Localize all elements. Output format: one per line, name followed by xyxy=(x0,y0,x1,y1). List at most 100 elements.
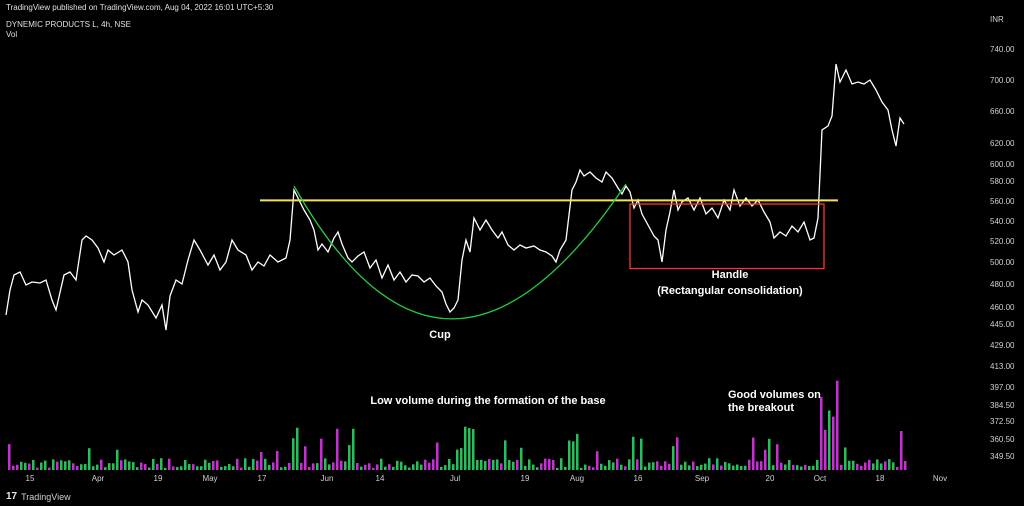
volume-bar xyxy=(152,458,155,470)
volume-bar xyxy=(552,460,555,470)
volume-bar xyxy=(184,460,187,470)
volume-bar xyxy=(284,466,287,470)
volume-bar xyxy=(304,446,307,470)
volume-bar xyxy=(116,449,119,470)
volume-bar xyxy=(792,464,795,470)
price-tick-label: 500.00 xyxy=(990,258,1015,267)
volume-bar xyxy=(676,437,679,470)
volume-bar xyxy=(824,429,827,470)
volume-bar xyxy=(104,467,107,470)
volume-bar xyxy=(496,459,499,470)
volume-bar xyxy=(812,465,815,470)
volume-bar xyxy=(852,460,855,470)
volume-bar xyxy=(444,465,447,470)
volume-bar xyxy=(716,458,719,470)
volume-bar xyxy=(360,466,363,470)
volume-bar xyxy=(788,459,791,470)
time-tick-label: 19 xyxy=(521,474,530,483)
low-volume-annotation: Low volume during the formation of the b… xyxy=(370,395,605,407)
volume-bar xyxy=(324,458,327,470)
volume-bar xyxy=(480,459,483,470)
volume-bar xyxy=(700,464,703,470)
handle-sublabel: (Rectangular consolidation) xyxy=(657,285,803,297)
volume-bar xyxy=(856,463,859,470)
volume-bar xyxy=(220,466,223,470)
volume-bar xyxy=(732,465,735,470)
volume-bar xyxy=(216,460,219,470)
volume-bar xyxy=(848,460,851,470)
volume-bar xyxy=(904,461,907,470)
volume-bar xyxy=(352,428,355,470)
volume-bar xyxy=(188,464,191,470)
volume-bar xyxy=(380,458,383,470)
volume-bar xyxy=(528,459,531,470)
volume-bar xyxy=(832,416,835,470)
volume-bar xyxy=(476,459,479,470)
price-tick-label: 460.00 xyxy=(990,303,1015,312)
volume-bar xyxy=(520,447,523,470)
volume-bar xyxy=(376,464,379,470)
volume-bar xyxy=(132,462,135,470)
volume-bar xyxy=(424,459,427,470)
volume-bar xyxy=(864,462,867,470)
volume-bar xyxy=(416,461,419,470)
volume-bar xyxy=(344,461,347,470)
volume-bar xyxy=(652,462,655,470)
volume-bar xyxy=(228,463,231,470)
price-tick-label: 740.00 xyxy=(990,45,1015,54)
volume-bar xyxy=(860,465,863,470)
volume-bar xyxy=(172,466,175,470)
volume-bar xyxy=(236,458,239,470)
price-tick-label: INR xyxy=(990,15,1004,24)
handle-label: Handle xyxy=(712,269,749,281)
volume-bar xyxy=(192,464,195,470)
volume-bar xyxy=(20,461,23,470)
volume-bar xyxy=(384,466,387,470)
volume-bar xyxy=(136,467,139,470)
volume-bar xyxy=(616,458,619,470)
volume-bar xyxy=(664,461,667,470)
volume-bar xyxy=(248,466,251,470)
volume-bar xyxy=(36,467,39,470)
price-tick-label: 384.50 xyxy=(990,401,1015,410)
volume-bar xyxy=(472,429,475,470)
volume-bar xyxy=(724,461,727,470)
good-volume-annotation: Good volumes on xyxy=(728,389,821,401)
volume-bar xyxy=(672,446,675,470)
volume-bar xyxy=(16,464,19,470)
volume-bar xyxy=(224,466,227,470)
volume-bar xyxy=(256,460,259,470)
volume-bar xyxy=(64,461,67,470)
volume-bar xyxy=(868,459,871,470)
volume-bar xyxy=(640,438,643,470)
volume-bar xyxy=(512,461,515,470)
brand-label: TradingView xyxy=(21,491,71,502)
volume-bar xyxy=(24,462,27,470)
price-tick-label: 397.00 xyxy=(990,383,1015,392)
volume-bar xyxy=(436,442,439,470)
price-tick-label: 560.00 xyxy=(990,197,1015,206)
volume-bar xyxy=(212,461,215,470)
volume-bar xyxy=(636,459,639,470)
time-tick-label: 16 xyxy=(634,474,643,483)
volume-bar xyxy=(524,465,527,470)
volume-bar xyxy=(604,465,607,470)
price-tick-label: 700.00 xyxy=(990,76,1015,85)
volume-bar xyxy=(744,465,747,470)
volume-bar xyxy=(340,460,343,470)
cup-curve xyxy=(293,183,627,320)
volume-bar xyxy=(392,466,395,470)
volume-bar xyxy=(660,465,663,470)
volume-bar xyxy=(592,467,595,470)
volume-bar xyxy=(828,410,831,470)
volume-bar xyxy=(840,464,843,470)
volume-bar xyxy=(108,463,111,470)
volume-bar xyxy=(632,436,635,470)
volume-bar xyxy=(84,463,87,470)
volume-bar xyxy=(892,462,895,470)
volume-bar xyxy=(884,461,887,470)
volume-bar xyxy=(580,467,583,470)
volume-bar xyxy=(164,467,167,470)
volume-bar xyxy=(488,459,491,470)
